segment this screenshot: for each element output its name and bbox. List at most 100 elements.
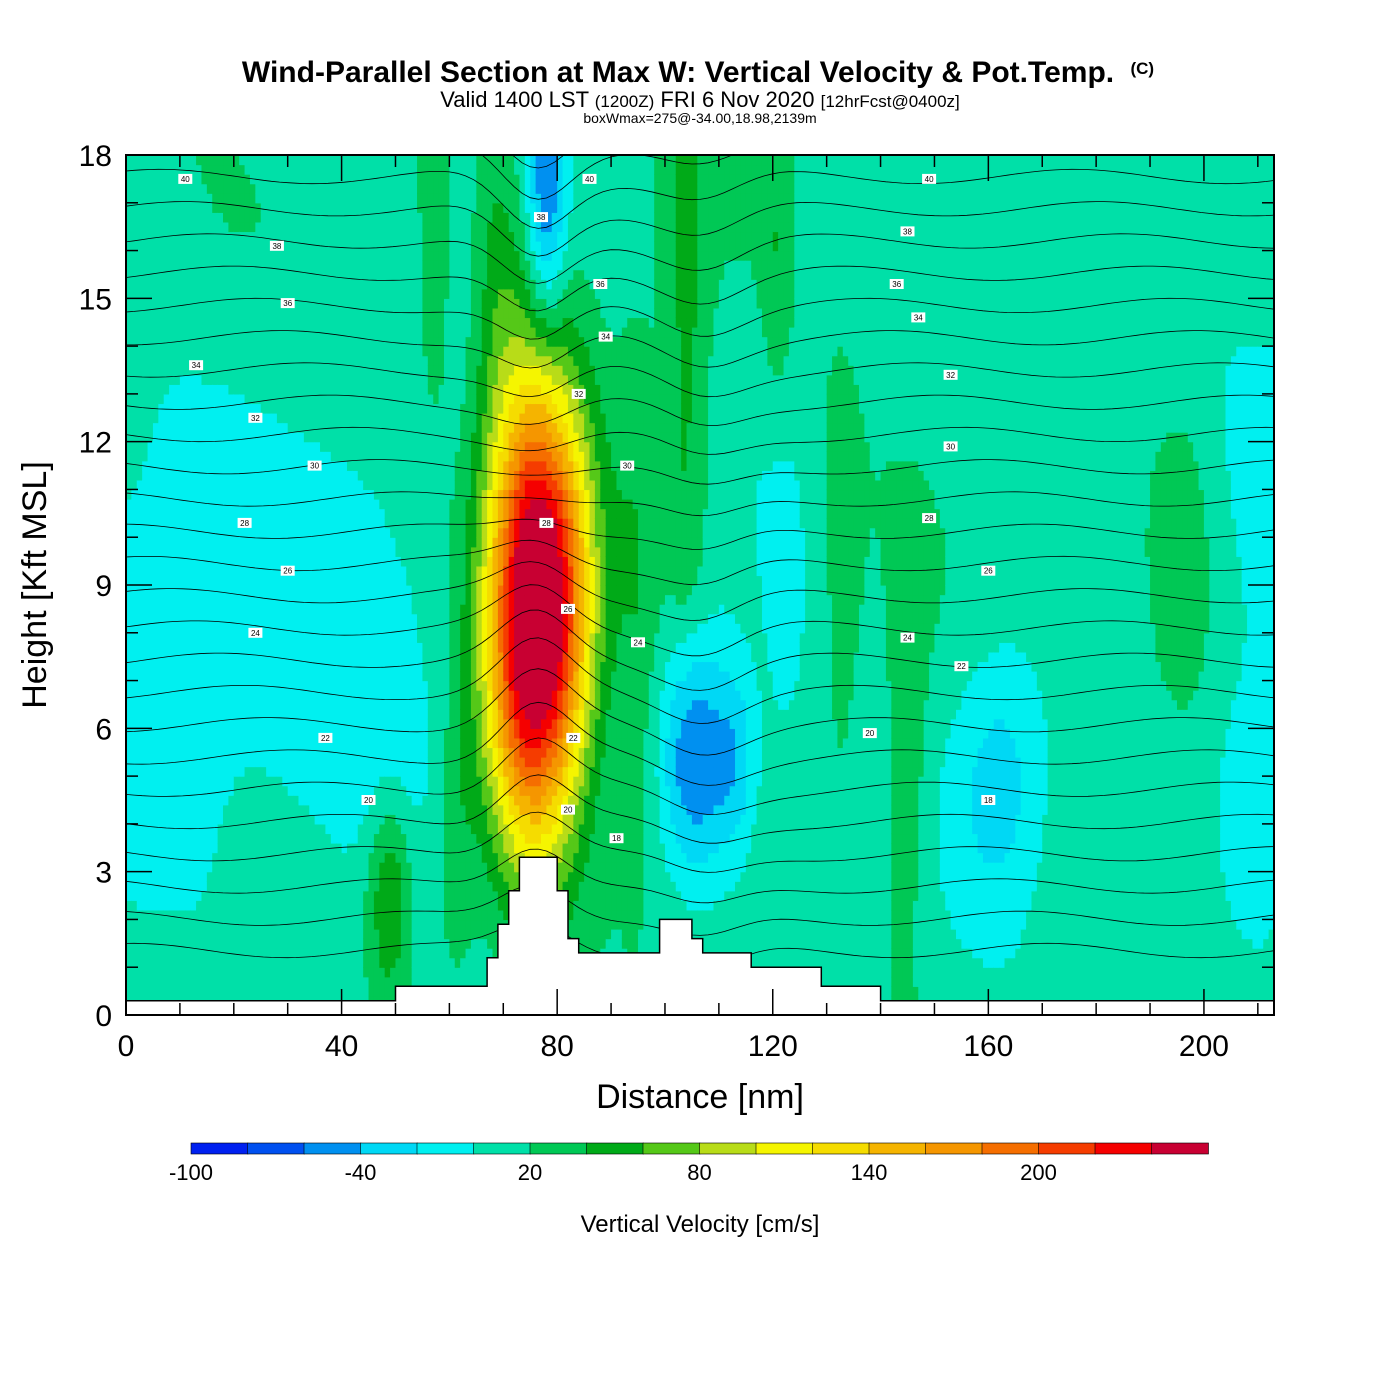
field-cell — [395, 470, 402, 481]
field-cell — [303, 986, 310, 997]
field-cell — [255, 766, 262, 777]
field-cell — [185, 479, 192, 491]
field-cell — [260, 393, 267, 405]
field-cell — [406, 728, 413, 739]
field-cell — [314, 365, 321, 376]
field-cell — [212, 967, 219, 978]
field-cell — [368, 202, 375, 213]
field-cell — [260, 336, 267, 347]
field-cell — [320, 432, 327, 443]
field-cell — [411, 718, 418, 729]
field-cell — [260, 489, 267, 500]
field-cell — [196, 250, 203, 261]
field-cell — [206, 862, 213, 873]
field-cell — [142, 489, 149, 500]
field-cell — [330, 709, 337, 720]
field-cell — [293, 967, 300, 978]
field-cell — [341, 929, 348, 940]
field-cell — [126, 565, 132, 577]
field-cell — [400, 432, 407, 443]
field-cell — [395, 374, 402, 385]
field-cell — [325, 661, 332, 672]
field-cell — [368, 651, 375, 663]
field-cell — [287, 470, 294, 481]
field-cell — [406, 221, 413, 233]
field-cell — [196, 365, 203, 376]
field-cell — [249, 642, 256, 653]
field-cell — [212, 957, 219, 968]
field-cell — [223, 909, 229, 921]
field-cell — [136, 183, 143, 194]
field-cell — [174, 479, 181, 491]
field-cell — [400, 795, 407, 806]
field-cell — [131, 460, 138, 471]
field-cell — [330, 307, 337, 319]
field-cell — [163, 766, 170, 777]
field-cell — [379, 508, 386, 519]
field-cell — [228, 909, 235, 921]
field-cell — [260, 594, 267, 605]
field-cell — [260, 986, 267, 997]
field-cell — [185, 441, 192, 452]
field-cell — [336, 221, 343, 233]
field-cell — [330, 432, 337, 443]
field-cell — [260, 804, 267, 815]
field-cell — [223, 594, 229, 605]
field-cell — [373, 957, 380, 968]
field-cell — [411, 680, 418, 691]
field-cell — [201, 900, 208, 911]
field-cell — [239, 413, 246, 424]
field-cell — [390, 432, 397, 443]
field-cell — [309, 260, 316, 271]
field-cell — [126, 929, 132, 940]
field-cell — [163, 393, 170, 405]
field-cell — [196, 881, 203, 892]
field-cell — [379, 757, 386, 768]
field-cell — [158, 174, 165, 185]
field-cell — [395, 307, 402, 319]
field-cell — [169, 231, 176, 242]
field-cell — [239, 479, 246, 491]
field-cell — [233, 814, 240, 825]
field-cell — [406, 365, 413, 376]
field-cell — [266, 556, 273, 567]
field-cell — [379, 327, 386, 338]
field-cell — [249, 890, 256, 901]
field-cell — [395, 699, 402, 710]
field-cell — [287, 527, 294, 538]
field-cell — [330, 881, 337, 892]
field-cell — [373, 728, 380, 739]
field-cell — [282, 948, 289, 959]
field-cell — [293, 795, 300, 806]
field-cell — [228, 671, 235, 682]
field-cell — [206, 642, 213, 653]
field-cell — [126, 967, 132, 978]
field-cell — [174, 852, 181, 863]
field-cell — [271, 642, 278, 653]
field-cell — [179, 709, 186, 720]
field-cell — [363, 346, 370, 357]
field-cell — [298, 327, 305, 338]
field-cell — [422, 671, 429, 682]
field-cell — [136, 307, 143, 319]
field-cell — [147, 747, 154, 758]
field-cell — [239, 556, 246, 567]
field-cell — [390, 699, 397, 710]
field-cell — [341, 250, 348, 261]
field-cell — [239, 938, 246, 949]
field-cell — [276, 881, 283, 892]
field-cell — [400, 241, 407, 252]
field-cell — [314, 594, 321, 605]
field-cell — [373, 355, 380, 366]
field-cell — [341, 298, 348, 309]
field-cell — [196, 537, 203, 548]
field-cell — [379, 374, 386, 385]
field-cell — [400, 823, 407, 835]
field-cell — [260, 422, 267, 433]
field-cell — [158, 441, 165, 452]
field-cell — [223, 747, 229, 758]
field-cell — [266, 909, 273, 921]
field-cell — [298, 919, 305, 930]
field-cell — [276, 355, 283, 366]
field-cell — [298, 890, 305, 901]
